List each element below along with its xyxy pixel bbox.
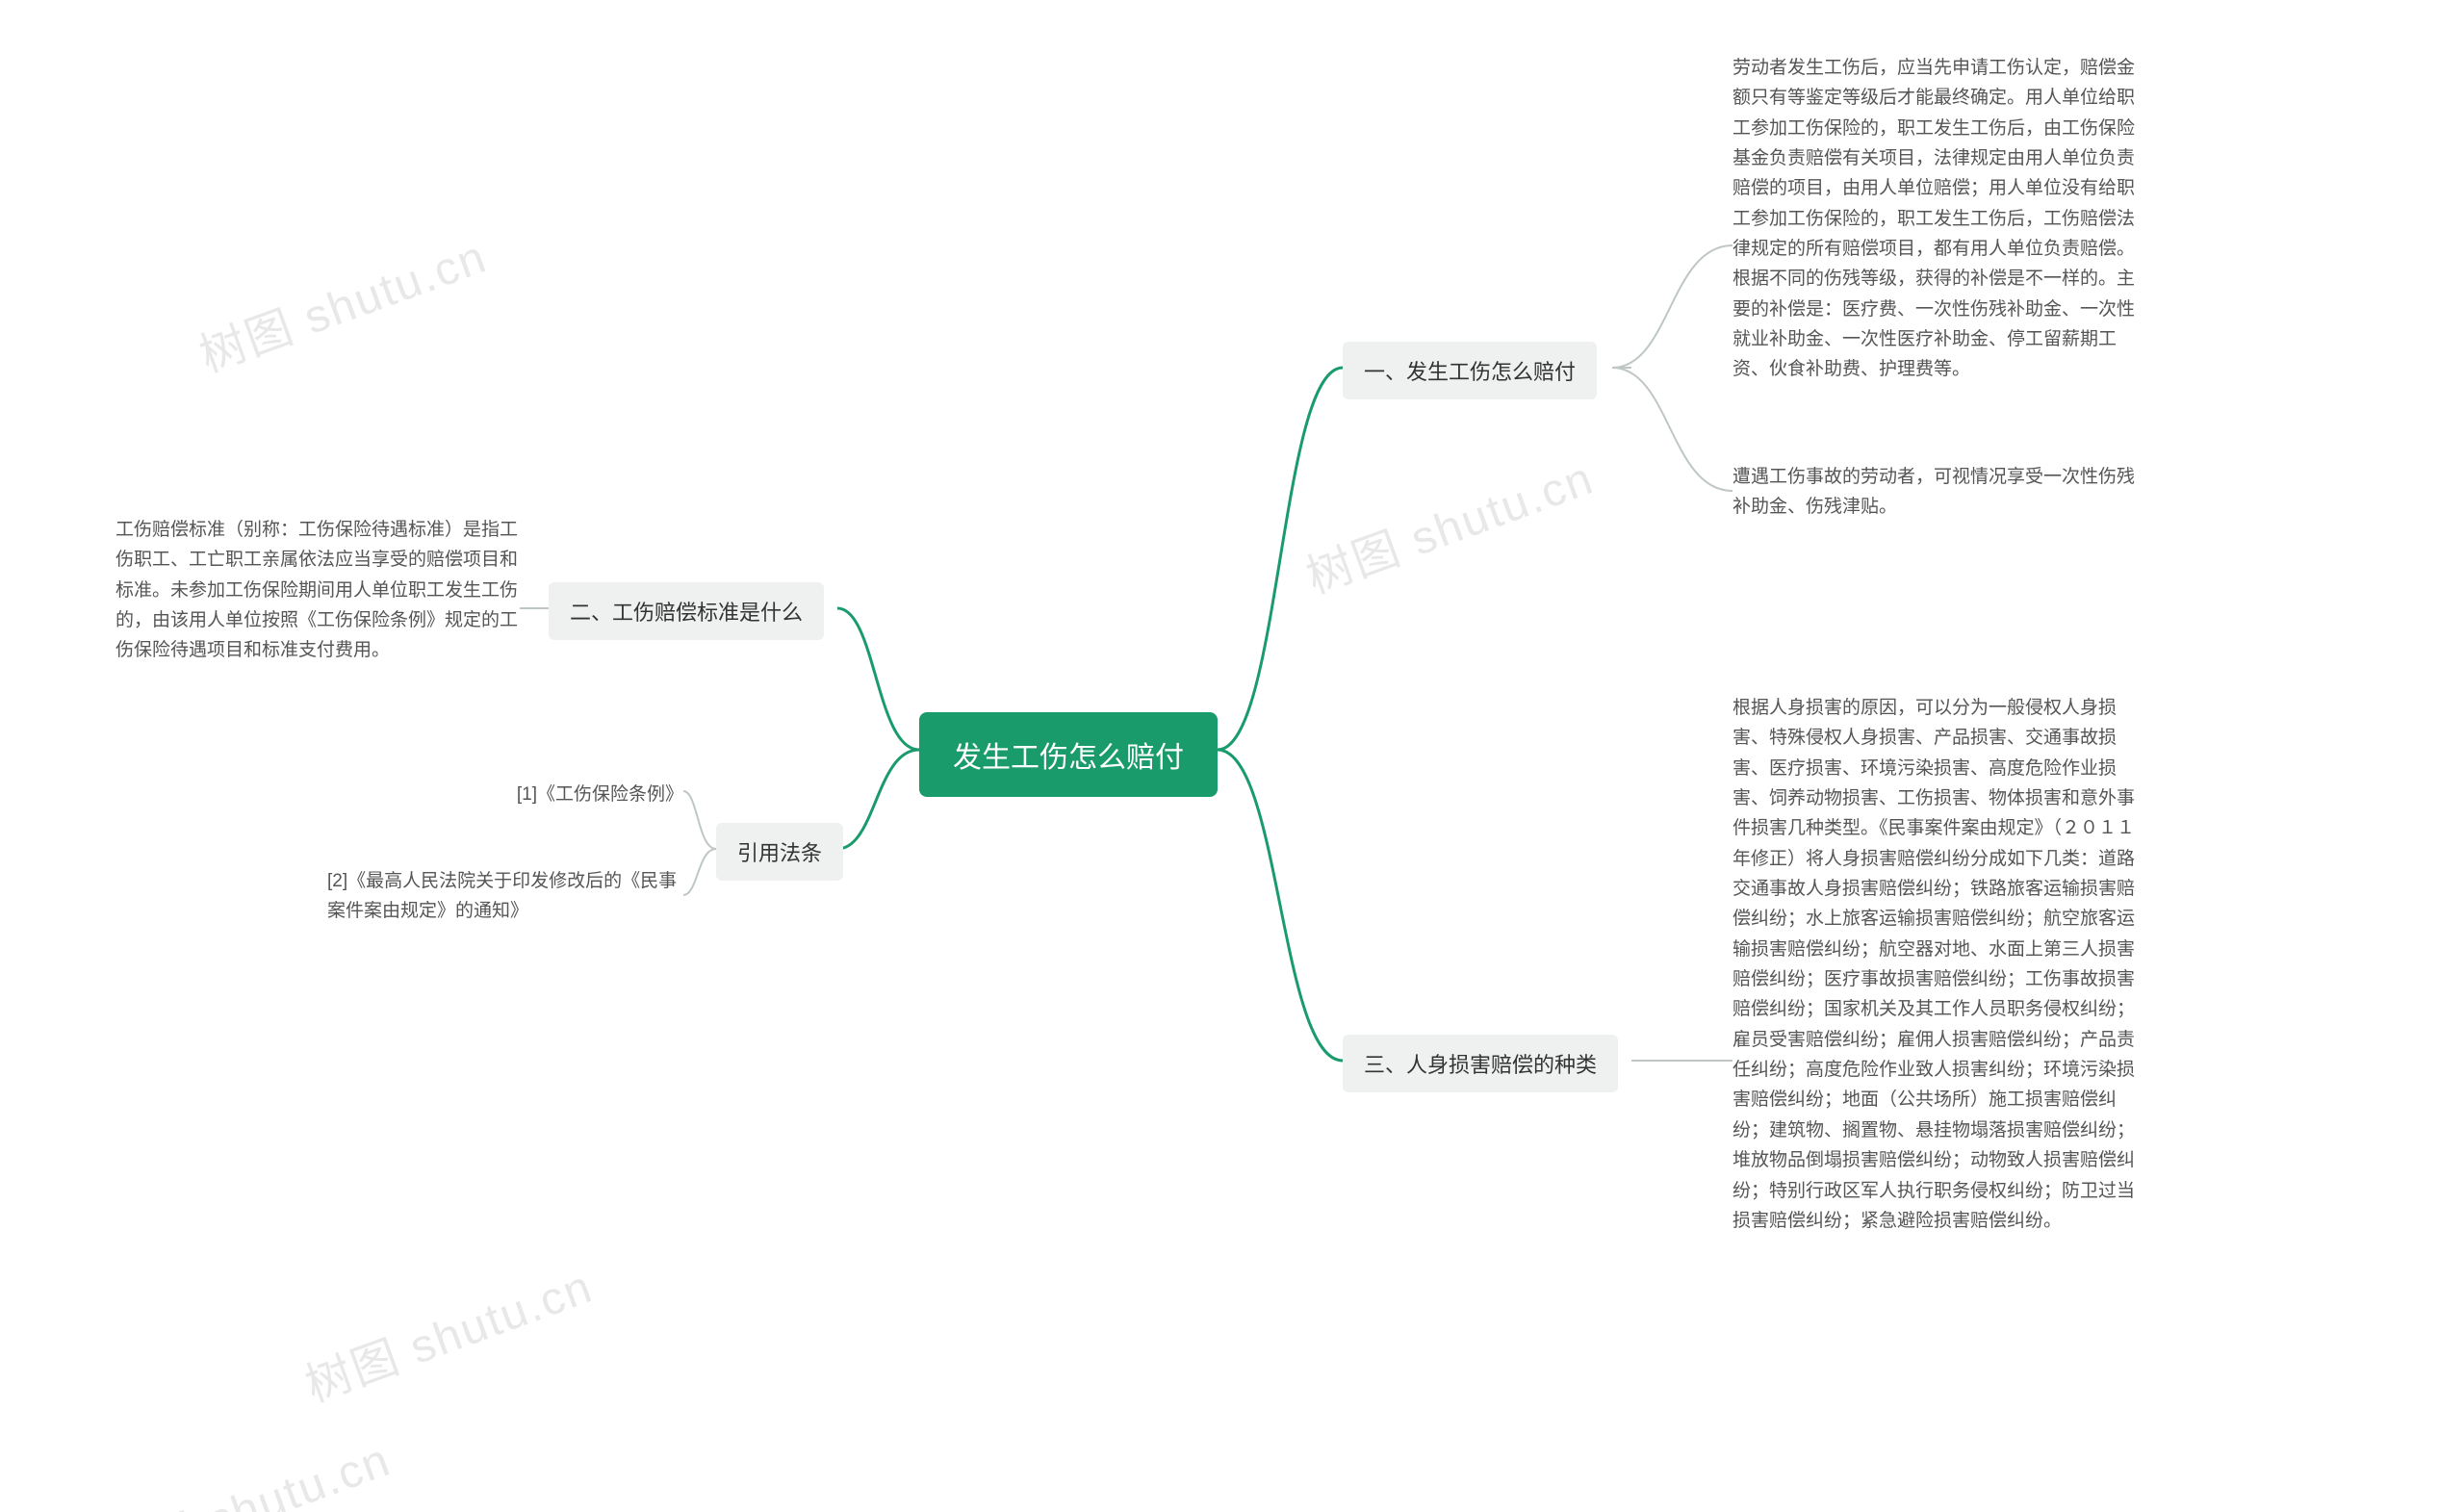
branch-3[interactable]: 三、人身损害赔偿的种类: [1343, 1035, 1618, 1092]
watermark: 树图 shutu.cn: [92, 1422, 398, 1512]
watermark: 树图 shutu.cn: [1296, 440, 1602, 606]
leaf-4b: [2]《最高人民法院关于印发修改后的《民事案件案由规定》的通知》: [327, 866, 683, 927]
leaf-3: 根据人身损害的原因，可以分为一般侵权人身损害、特殊侵权人身损害、产品损害、交通事…: [1732, 693, 2137, 1236]
branch-1[interactable]: 一、发生工伤怎么赔付: [1343, 342, 1597, 399]
leaf-1a: 劳动者发生工伤后，应当先申请工伤认定，赔偿金额只有等鉴定等级后才能最终确定。用人…: [1732, 53, 2137, 385]
leaf-2: 工伤赔偿标准（别称：工伤保险待遇标准）是指工伤职工、工亡职工亲属依法应当享受的赔…: [116, 515, 520, 666]
watermark: 树图 shutu.cn: [189, 218, 495, 385]
branch-4[interactable]: 引用法条: [716, 823, 843, 881]
leaf-1b: 遭遇工伤事故的劳动者，可视情况享受一次性伤残补助金、伤残津贴。: [1732, 462, 2137, 523]
central-topic[interactable]: 发生工伤怎么赔付: [919, 712, 1218, 797]
watermark: 树图 shutu.cn: [295, 1248, 601, 1415]
leaf-4a: [1]《工伤保险条例》: [327, 780, 683, 809]
branch-2[interactable]: 二、工伤赔偿标准是什么: [549, 582, 824, 640]
